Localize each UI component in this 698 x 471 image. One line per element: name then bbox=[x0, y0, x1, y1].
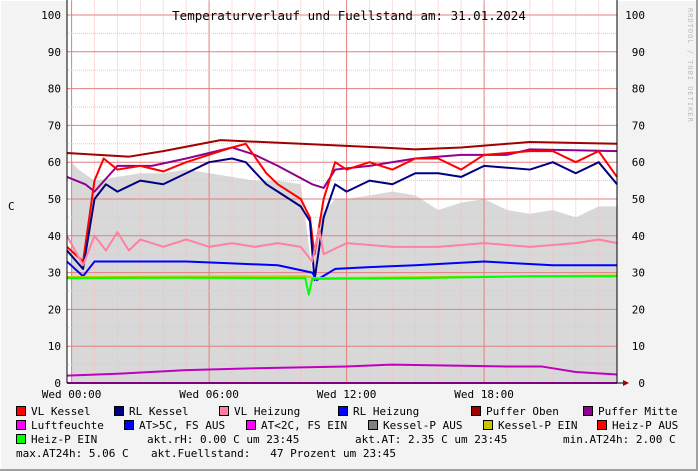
y-tick-label: 30 bbox=[48, 267, 61, 280]
y-tick-label: 20 bbox=[48, 303, 61, 316]
legend-label: Puffer Oben bbox=[486, 405, 559, 418]
legend-swatch bbox=[338, 406, 348, 416]
x-tick-label: Wed 06:00 bbox=[179, 388, 239, 400]
legend-item: Kessel-P AUS bbox=[368, 419, 462, 432]
legend-item: Heiz-P AUS bbox=[597, 419, 678, 432]
legend-label: AT<2C, FS EIN bbox=[261, 419, 348, 432]
x-tick-label: Wed 18:00 bbox=[454, 388, 514, 400]
legend-item: Luftfeuchte bbox=[16, 419, 104, 432]
series-vl-kessel bbox=[66, 142, 618, 263]
series-vl-heizung bbox=[66, 227, 618, 267]
y-tick-label: 60 bbox=[48, 156, 61, 169]
legend-swatch bbox=[597, 420, 607, 430]
legend-item: Puffer Oben bbox=[471, 405, 559, 418]
y-tick-label-right: 10 bbox=[632, 340, 645, 353]
y-tick-label-right: 40 bbox=[632, 230, 645, 243]
y-axis-label: C bbox=[8, 200, 15, 213]
y-tick-label-right: 100 bbox=[625, 9, 645, 22]
y-tick-label: 10 bbox=[48, 340, 61, 353]
x-tick-label: Wed 00:00 bbox=[42, 388, 102, 400]
legend-swatch bbox=[16, 420, 26, 430]
legend-item: VL Heizung bbox=[219, 405, 300, 418]
legend-item: VL Kessel bbox=[16, 405, 91, 418]
stat-at: akt.AT: 2.35 C um 23:45 bbox=[355, 433, 508, 446]
legend-swatch bbox=[16, 434, 26, 444]
series-rl-kessel bbox=[66, 157, 618, 281]
legend-label: Heiz-P EIN bbox=[31, 433, 98, 446]
legend-label: Puffer Mitte bbox=[598, 405, 678, 418]
stat-rh: akt.rH: 0.00 C um 23:45 bbox=[147, 433, 300, 446]
series-puffer-mitte bbox=[66, 146, 618, 193]
legend-swatch bbox=[219, 406, 229, 416]
legend-swatch bbox=[124, 420, 134, 430]
legend-item: RL Heizung bbox=[338, 405, 419, 418]
legend-swatch bbox=[16, 406, 26, 416]
y-tick-label-right: 30 bbox=[632, 267, 645, 280]
legend-label: AT>5C, FS AUS bbox=[139, 419, 226, 432]
y-tick-label: 80 bbox=[48, 83, 61, 96]
legend-item: AT>5C, FS AUS bbox=[124, 419, 225, 432]
y-tick-label: 40 bbox=[48, 230, 61, 243]
y-tick-label-right: 20 bbox=[632, 303, 645, 316]
y-tick-label: 90 bbox=[48, 46, 61, 59]
legend-swatch bbox=[483, 420, 493, 430]
y-tick-label: 70 bbox=[48, 119, 61, 132]
legend-item: RL Kessel bbox=[114, 405, 189, 418]
y-tick-label: 50 bbox=[48, 193, 61, 206]
legend-item: Puffer Mitte bbox=[583, 405, 677, 418]
legend-label: Kessel-P EIN bbox=[498, 419, 578, 432]
plot-area: 0 0 10 10 20 20 30 30 40 40 50 50 60 60 70 70 80 80 90 90 10… bbox=[41, 0, 645, 400]
legend-item: Heiz-P EIN bbox=[16, 433, 97, 446]
series-heiz-p-ein bbox=[66, 275, 617, 296]
y-tick-label-right: 60 bbox=[632, 156, 645, 169]
x-tick-label: Wed 12:00 bbox=[317, 388, 377, 400]
stat-min: min.AT24h: 2.00 C bbox=[563, 433, 676, 446]
y-tick-label-right: 90 bbox=[632, 46, 645, 59]
y-tick-label-right: 50 bbox=[632, 193, 645, 206]
legend-item: AT<2C, FS EIN bbox=[246, 419, 347, 432]
legend-label: VL Heizung bbox=[234, 405, 301, 418]
x-axis-arrow bbox=[623, 380, 629, 386]
legend-swatch bbox=[583, 406, 593, 416]
y-tick-label-right: 80 bbox=[632, 83, 645, 96]
legend-swatch bbox=[368, 420, 378, 430]
legend-label: RL Heizung bbox=[353, 405, 420, 418]
legend-label: Luftfeuchte bbox=[31, 419, 104, 432]
legend-swatch bbox=[471, 406, 481, 416]
legend-label: Kessel-P AUS bbox=[383, 419, 463, 432]
watermark: RRDTOOL / TOBI OETIKER bbox=[686, 8, 694, 123]
stat-fill: akt.Fuellstand: 47 Prozent um 23:45 bbox=[151, 447, 397, 460]
y-tick-label-right: 70 bbox=[632, 119, 645, 132]
legend-item: Kessel-P EIN bbox=[483, 419, 577, 432]
legend-label: Heiz-P AUS bbox=[612, 419, 679, 432]
stat-max: max.AT24h: 5.06 C bbox=[16, 447, 129, 460]
legend-swatch bbox=[246, 420, 256, 430]
legend-label: VL Kessel bbox=[31, 405, 91, 418]
series-puffer-oben bbox=[66, 139, 618, 158]
series-at bbox=[66, 363, 618, 377]
y-tick-label: 0 bbox=[54, 377, 61, 390]
y-tick-label-right: 0 bbox=[638, 377, 645, 390]
y-tick-label: 100 bbox=[41, 9, 61, 22]
legend-label: RL Kessel bbox=[129, 405, 189, 418]
legend-swatch bbox=[114, 406, 124, 416]
chart-title: Temperaturverlauf und Fuellstand am: 31.… bbox=[172, 8, 526, 23]
series-rl-heizung bbox=[66, 260, 617, 281]
